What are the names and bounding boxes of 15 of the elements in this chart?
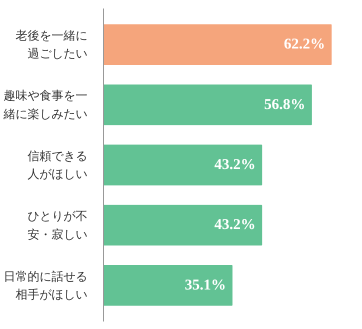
y-tick-label: 日常的に話せる相手がほしい	[4, 269, 88, 302]
data-label: 62.2%	[284, 36, 326, 53]
data-label: 43.2%	[214, 157, 256, 173]
data-label: 43.2%	[214, 217, 256, 234]
bar	[104, 24, 332, 65]
y-tick-label: 趣味や食事を一緒に楽しみたい	[2, 88, 88, 121]
bar	[104, 84, 312, 126]
data-label: 35.1%	[184, 277, 226, 294]
bar	[104, 204, 262, 246]
bar	[104, 144, 262, 186]
bar	[104, 265, 232, 306]
data-label: 56.8%	[264, 96, 306, 113]
y-tick-label: 老後を一緒に過ごしたい	[16, 28, 88, 61]
y-tick-label: ひとりが不安・寂しい	[28, 209, 88, 242]
y-tick-label: 信頼できる人がほしい	[28, 148, 88, 182]
